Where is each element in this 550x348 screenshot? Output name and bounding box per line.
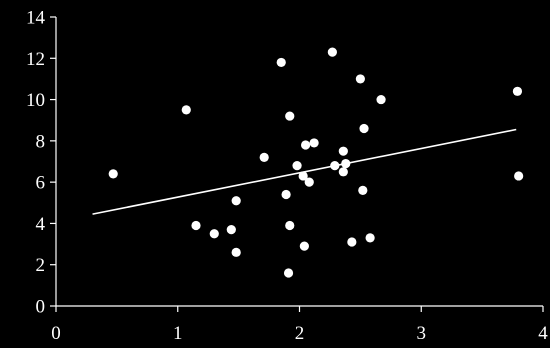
x-tick-label: 0	[51, 323, 61, 344]
data-point	[108, 169, 118, 179]
data-point	[358, 185, 368, 195]
data-point	[231, 196, 241, 206]
data-point	[191, 220, 201, 231]
x-tick-label: 1	[173, 323, 183, 344]
data-point	[281, 189, 291, 200]
data-point	[259, 152, 269, 162]
data-point	[514, 171, 524, 181]
data-point	[298, 171, 308, 181]
data-point	[338, 146, 348, 156]
y-tick-label: 12	[26, 49, 45, 70]
data-point	[359, 123, 369, 134]
y-tick-label: 8	[36, 131, 46, 152]
data-point	[512, 86, 523, 96]
y-tick-label: 10	[26, 90, 45, 111]
data-point	[285, 111, 295, 121]
data-point	[300, 140, 311, 150]
data-point	[276, 57, 286, 68]
data-point	[292, 161, 302, 171]
y-tick-label: 4	[36, 214, 46, 235]
data-point	[181, 105, 191, 115]
y-tick-label: 2	[36, 255, 46, 276]
data-point	[347, 237, 357, 247]
data-point	[365, 233, 375, 243]
data-point	[285, 220, 295, 231]
x-tick-label: 2	[295, 323, 305, 344]
axes	[50, 16, 544, 312]
y-tick-label: 6	[36, 173, 46, 194]
data-point	[355, 74, 365, 84]
data-point	[341, 158, 351, 169]
data-point	[231, 247, 241, 257]
data-point	[327, 47, 337, 57]
data-point	[299, 241, 309, 251]
y-tick-label: 0	[36, 297, 46, 318]
data-point	[209, 229, 219, 239]
data-point	[338, 167, 348, 177]
x-tick-label: 3	[417, 323, 427, 344]
data-point	[283, 268, 294, 278]
data-point	[330, 161, 340, 171]
data-points	[108, 47, 524, 278]
data-point	[376, 94, 386, 105]
data-point	[309, 138, 319, 148]
data-point	[304, 177, 314, 187]
data-point	[226, 225, 236, 235]
y-tick-label: 14	[26, 8, 46, 29]
x-tick-label: 4	[538, 323, 548, 344]
